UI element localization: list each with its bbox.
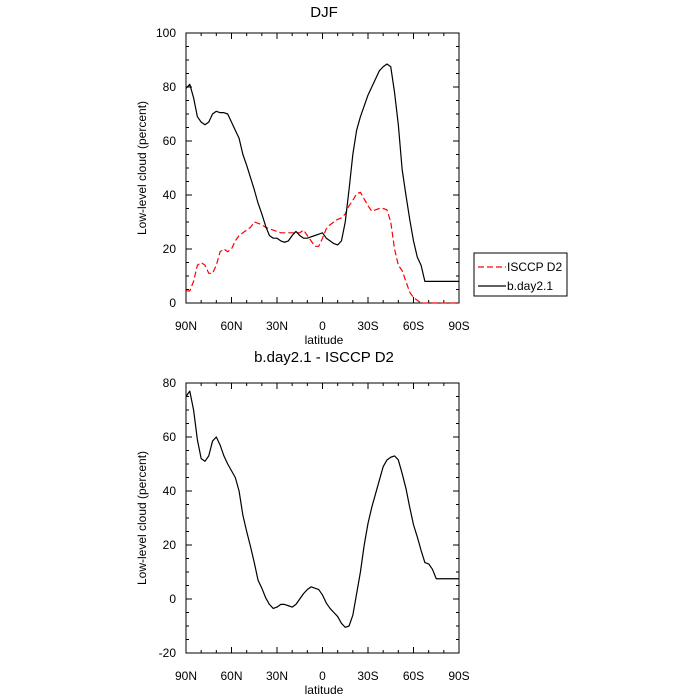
series-line-b-day2-1-isccp-d2 <box>186 391 459 627</box>
y-tick-label: 80 <box>163 80 177 94</box>
panel-bottom: b.day2.1 - ISCCP D2 90N 60N 30N 0 30S 60S 90S -… <box>135 349 470 697</box>
x-tick-label: 90N <box>175 319 197 333</box>
legend: ISCCP D2 b.day2.1 <box>474 253 567 296</box>
x-tick-label: 90N <box>175 669 197 683</box>
chart-title: DJF <box>310 4 338 21</box>
x-tick-label: 0 <box>319 319 326 333</box>
x-tick-label: 90S <box>448 669 469 683</box>
x-tick-label: 30N <box>266 319 288 333</box>
x-tick-label: 60S <box>403 319 424 333</box>
y-tick-label: 20 <box>163 242 177 256</box>
plot-frame <box>186 33 459 303</box>
series-line-b-day2-1 <box>186 64 459 281</box>
x-tick-label: 30N <box>266 669 288 683</box>
panel-top: DJF 90N 60N 30N 0 30S 60S 90S 0 20 40 60 80 100 lati… <box>135 4 567 347</box>
y-axis-label: Low-level cloud (percent) <box>135 451 149 585</box>
series-group <box>186 391 459 627</box>
x-tick-label: 60S <box>403 669 424 683</box>
axis-ticks: 90N 60N 30N 0 30S 60S 90S 0 20 40 60 80 100 <box>156 26 470 333</box>
y-tick-label: 80 <box>163 376 177 390</box>
y-tick-label: 40 <box>163 188 177 202</box>
y-tick-label: 0 <box>169 592 176 606</box>
series-line-isccp-d2 <box>186 192 459 303</box>
series-group <box>186 64 459 303</box>
x-tick-label: 60N <box>220 319 242 333</box>
y-axis-label: Low-level cloud (percent) <box>135 101 149 235</box>
legend-label-isccp: ISCCP D2 <box>507 260 562 274</box>
x-tick-label: 30S <box>357 669 378 683</box>
y-tick-label: 60 <box>163 430 177 444</box>
plot-frame <box>186 383 459 653</box>
x-tick-label: 0 <box>319 669 326 683</box>
legend-label-bday: b.day2.1 <box>507 279 553 293</box>
y-tick-label: 60 <box>163 134 177 148</box>
y-tick-label: 100 <box>156 26 176 40</box>
chart-title: b.day2.1 - ISCCP D2 <box>254 349 394 366</box>
x-tick-label: 30S <box>357 319 378 333</box>
y-tick-label: 20 <box>163 538 177 552</box>
x-tick-label: 60N <box>220 669 242 683</box>
x-tick-label: 90S <box>448 319 469 333</box>
y-tick-label: -20 <box>159 646 177 660</box>
y-tick-label: 0 <box>169 296 176 310</box>
axis-ticks: 90N 60N 30N 0 30S 60S 90S -20 0 20 40 60 80 <box>159 376 470 683</box>
y-tick-label: 40 <box>163 484 177 498</box>
x-axis-label: latitude <box>305 333 344 347</box>
x-axis-label: latitude <box>305 683 344 697</box>
figure: DJF 90N 60N 30N 0 30S 60S 90S 0 20 40 60 80 100 lati… <box>0 0 700 700</box>
